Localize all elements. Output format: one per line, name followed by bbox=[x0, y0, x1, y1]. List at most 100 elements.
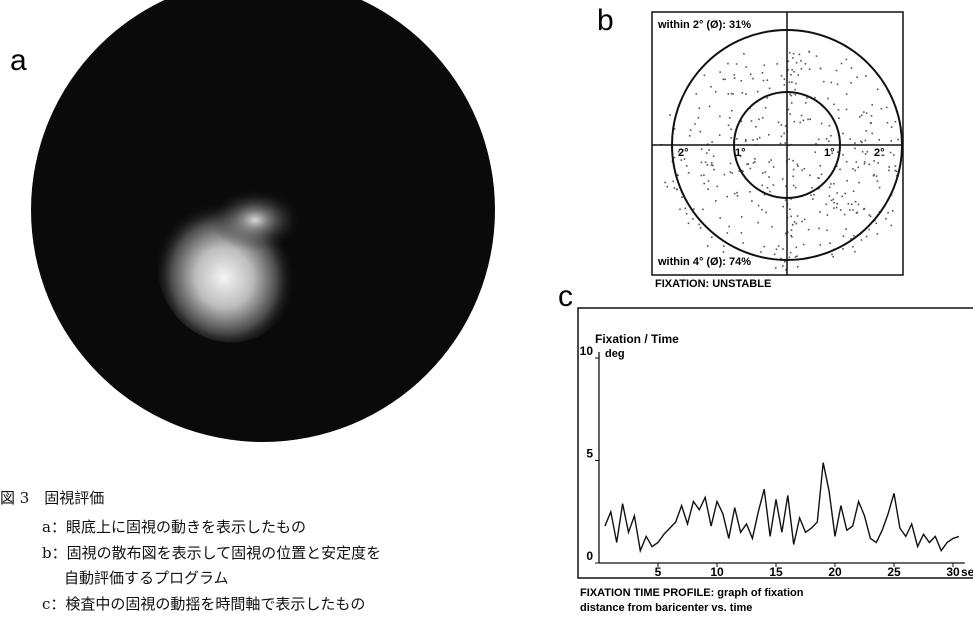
scatter-dot bbox=[741, 216, 743, 218]
scatter-dot bbox=[868, 229, 870, 231]
scatter-dot bbox=[789, 81, 791, 83]
scatter-dot bbox=[842, 154, 844, 156]
scatter-dot bbox=[895, 121, 897, 123]
scatter-dot bbox=[780, 143, 782, 145]
scatter-dot bbox=[891, 140, 893, 142]
scatter-dot bbox=[790, 74, 792, 76]
scatter-dot bbox=[745, 141, 747, 143]
scatter-dot bbox=[841, 63, 843, 65]
scatter-dot bbox=[708, 149, 710, 151]
scatter-dot bbox=[769, 191, 771, 193]
scatter-dot bbox=[700, 227, 702, 229]
scatter-dot bbox=[757, 138, 759, 140]
scatter-dot bbox=[842, 196, 844, 198]
scatter-dot bbox=[800, 60, 802, 62]
scatter-dot bbox=[861, 239, 863, 241]
scatter-dot bbox=[674, 157, 676, 159]
y-unit: deg bbox=[605, 348, 625, 360]
scatter-dot bbox=[813, 194, 815, 196]
scatter-dot bbox=[767, 187, 769, 189]
scatter-dot bbox=[858, 204, 860, 206]
caption-item: b：固視の散布図を表示して固視の位置と安定度を bbox=[42, 542, 381, 563]
scatter-dot bbox=[840, 209, 842, 211]
scatter-dot bbox=[873, 174, 875, 176]
scatter-dot bbox=[688, 172, 690, 174]
scatter-dot bbox=[856, 76, 858, 78]
scatter-dot bbox=[856, 161, 858, 163]
scatter-dot bbox=[763, 80, 765, 82]
scatter-dot bbox=[823, 81, 825, 83]
scatter-dot bbox=[713, 156, 715, 158]
ring-label: 2° bbox=[678, 147, 689, 159]
scatter-dot bbox=[814, 97, 816, 99]
scatter-dot bbox=[743, 53, 745, 55]
scatter-dot bbox=[796, 223, 798, 225]
scatter-dot bbox=[876, 175, 878, 177]
scatter-dot bbox=[844, 193, 846, 195]
scatter-dot bbox=[742, 242, 744, 244]
scatter-dot bbox=[669, 114, 671, 116]
scatter-dot bbox=[679, 209, 681, 211]
panel-label: b bbox=[597, 4, 614, 37]
scatter-dot bbox=[797, 165, 799, 167]
scatter-dot bbox=[701, 162, 703, 164]
scatter-dot bbox=[858, 167, 860, 169]
scatter-dot bbox=[758, 119, 760, 121]
scatter-dot bbox=[852, 246, 854, 248]
scatter-dot bbox=[871, 104, 873, 106]
scatter-dot bbox=[785, 125, 787, 127]
scatter-dot bbox=[742, 92, 744, 94]
scatter-dot bbox=[728, 226, 730, 228]
scatter-dot bbox=[804, 168, 806, 170]
x-tick-label: 20 bbox=[828, 565, 842, 579]
scatter-dot bbox=[776, 63, 778, 65]
scatter-dot bbox=[873, 160, 875, 162]
scatter-dot bbox=[746, 164, 748, 166]
scatter-dot bbox=[866, 112, 868, 114]
scatter-dot bbox=[798, 74, 800, 76]
scatter-dot bbox=[833, 183, 835, 185]
x-tick-label: 5 bbox=[655, 565, 662, 579]
scatter-dot bbox=[703, 174, 705, 176]
scatter-dot bbox=[745, 139, 747, 141]
scatter-dot bbox=[792, 224, 794, 226]
scatter-dot bbox=[849, 209, 851, 211]
scatter-dot bbox=[723, 251, 725, 253]
figure: a b within 2° (Ø): 31% within 4° (Ø): 74… bbox=[0, 0, 973, 623]
scatter-dot bbox=[736, 138, 738, 140]
scatter-dot bbox=[833, 199, 835, 201]
scatter-dot bbox=[764, 246, 766, 248]
scatter-dot bbox=[867, 151, 869, 153]
scatter-dot bbox=[765, 107, 767, 109]
caption-item: a：眼底上に固視の動きを表示したもの bbox=[42, 516, 306, 537]
scatter-dot bbox=[881, 108, 883, 110]
scatter-dot bbox=[723, 79, 725, 81]
scatter-dot bbox=[821, 174, 823, 176]
scatter-dot bbox=[885, 218, 887, 220]
scatter-dot bbox=[864, 163, 866, 165]
scatter-dot bbox=[776, 249, 778, 251]
scatter-dot bbox=[809, 175, 811, 177]
scatter-dot bbox=[831, 200, 833, 202]
scatter-dot bbox=[797, 164, 799, 166]
scatter-dot bbox=[810, 195, 812, 197]
scatter-dot bbox=[859, 116, 861, 118]
x-unit: sec bbox=[961, 565, 973, 579]
scatter-dot bbox=[789, 113, 791, 115]
scatter-dot bbox=[803, 120, 805, 122]
scatter-dot bbox=[887, 212, 889, 214]
scatter-dot bbox=[792, 57, 794, 59]
scatter-dot bbox=[819, 211, 821, 213]
scatter-dot bbox=[730, 129, 732, 131]
scatter-dot bbox=[879, 187, 881, 189]
y-tick-label: 5 bbox=[586, 447, 593, 461]
scatter-dot bbox=[864, 208, 866, 210]
scatter-dot bbox=[782, 265, 784, 267]
scatter-dot bbox=[820, 68, 822, 70]
scatter-dot bbox=[698, 224, 700, 226]
scatter-dot bbox=[826, 138, 828, 140]
scatter-dot bbox=[769, 88, 771, 90]
scatter-dot bbox=[789, 52, 791, 54]
scatter-dot bbox=[797, 266, 799, 268]
scatter-dot bbox=[846, 59, 848, 61]
